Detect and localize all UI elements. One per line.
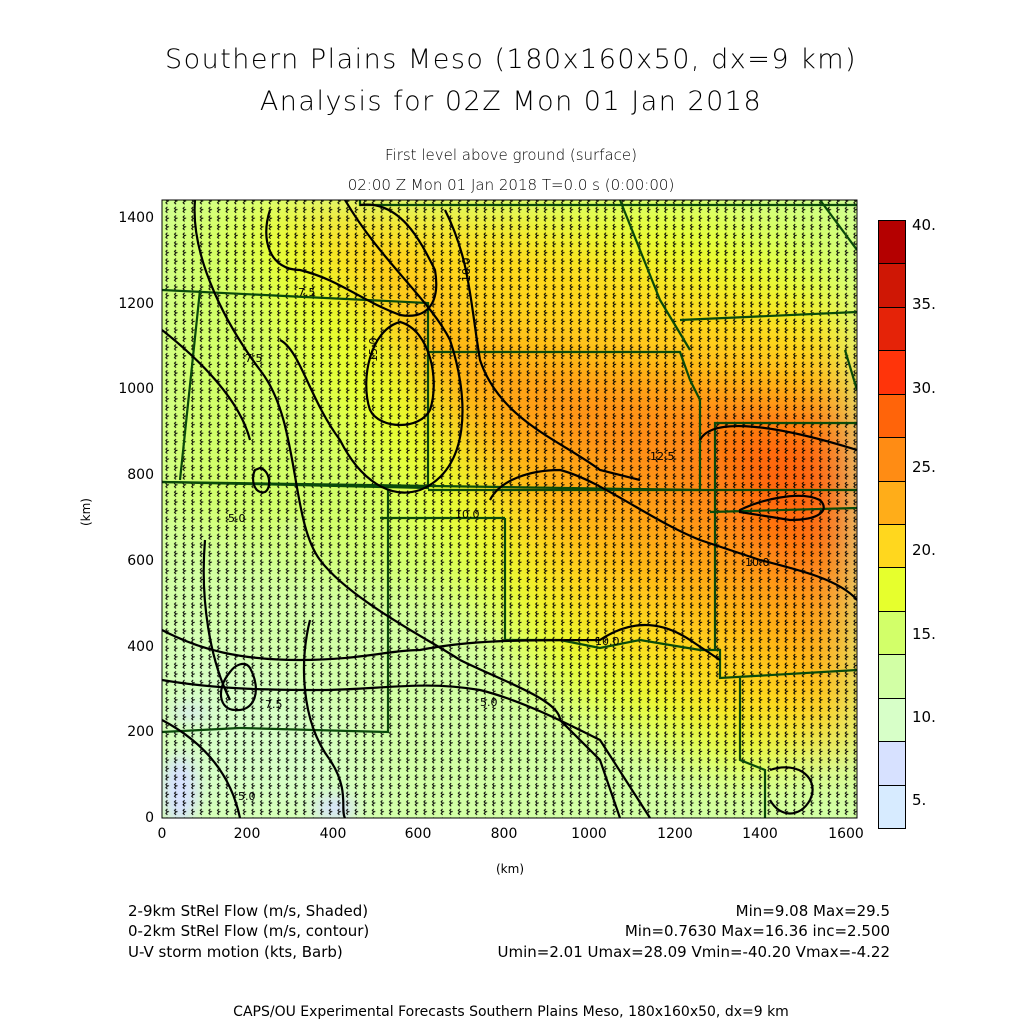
x-tick-label: 800 bbox=[490, 826, 518, 842]
contour-label: 5.0 bbox=[228, 512, 246, 525]
colorbar-swatch bbox=[878, 350, 906, 395]
colorbar-label: 40. bbox=[912, 216, 936, 234]
colorbar-label: 10. bbox=[912, 708, 936, 726]
legend-shaded: 2-9km StRel Flow (m/s, Shaded) bbox=[128, 902, 369, 920]
y-axis-label: (km) bbox=[79, 497, 94, 527]
colorbar-label: 35. bbox=[912, 295, 936, 313]
contour-label: 5.0 bbox=[480, 696, 498, 709]
colorbar-swatch bbox=[878, 654, 906, 699]
colorbar-label: 15. bbox=[912, 625, 936, 643]
footer: CAPS/OU Experimental Forecasts Southern … bbox=[233, 1004, 789, 1020]
colorbar-swatch bbox=[878, 567, 906, 612]
contour-labels: 7.5 7.5 15.0 10.0 12.5 10.0 10.0 10.0 5.… bbox=[228, 258, 770, 804]
legend-barb: U-V storm motion (kts, Barb) bbox=[128, 943, 343, 961]
contour-label: 10.0 bbox=[745, 556, 770, 569]
y-tick-label: 1000 bbox=[118, 381, 154, 397]
colorbar-label: 20. bbox=[912, 541, 936, 559]
shaded-field: 7.5 7.5 15.0 10.0 12.5 10.0 10.0 10.0 5.… bbox=[162, 200, 857, 818]
colorbar-swatch bbox=[878, 784, 906, 829]
colorbar-label: 25. bbox=[912, 458, 936, 476]
colorbar-label: 30. bbox=[912, 379, 936, 397]
contours bbox=[162, 200, 857, 818]
y-tick-label: 1400 bbox=[118, 210, 154, 226]
contour-label: 7.5 bbox=[298, 286, 316, 299]
legend-barb-stats: Umin=2.01 Umax=28.09 Vmin=-40.20 Vmax=-4… bbox=[497, 943, 891, 961]
level-subtitle: First level above ground (surface) bbox=[385, 146, 637, 164]
time-subtitle: 02:00 Z Mon 01 Jan 2018 T=0.0 s (0:00:00… bbox=[347, 176, 675, 194]
y-tick-label: 0 bbox=[145, 810, 154, 826]
contour-label: 10.0 bbox=[595, 635, 620, 648]
colorbar-swatch bbox=[878, 306, 906, 352]
legend-contour: 0-2km StRel Flow (m/s, contour) bbox=[128, 922, 370, 940]
plot-title: Southern Plains Meso (180x160x50, dx=9 k… bbox=[164, 44, 858, 75]
plot-frame bbox=[161, 199, 858, 819]
contour-label: 10.0 bbox=[460, 258, 473, 283]
x-tick-label: 200 bbox=[233, 826, 261, 842]
legend-shaded-stats: Min=9.08 Max=29.5 bbox=[735, 902, 890, 920]
analysis-title: Analysis for 02Z Mon 01 Jan 2018 bbox=[259, 86, 763, 117]
x-tick-label: 1400 bbox=[742, 826, 778, 842]
colorbar-swatch bbox=[878, 610, 906, 656]
colorbar-swatch bbox=[878, 220, 906, 265]
colorbar-label: 5. bbox=[912, 791, 927, 809]
colorbar-swatch bbox=[878, 437, 906, 482]
x-tick-label: 1200 bbox=[657, 826, 693, 842]
colorbar-swatch bbox=[878, 524, 906, 569]
colorbar-swatch bbox=[878, 263, 906, 308]
wind-barbs bbox=[162, 200, 857, 818]
contour-label: 15.0 bbox=[367, 338, 380, 363]
colorbar-swatch bbox=[878, 393, 906, 439]
x-tick-label: 400 bbox=[319, 826, 347, 842]
x-tick-label: 1000 bbox=[571, 826, 607, 842]
colorbar-swatch bbox=[878, 697, 906, 743]
contour-label: 7.5 bbox=[265, 698, 283, 711]
colorbar-swatch bbox=[878, 741, 906, 786]
y-tick-label: 200 bbox=[127, 724, 154, 740]
x-axis-label: (km) bbox=[496, 862, 525, 876]
y-tick-label: 600 bbox=[127, 553, 154, 569]
colorbar-swatch bbox=[878, 480, 906, 525]
contour-label: 10.0 bbox=[455, 508, 480, 521]
x-tick-label: 600 bbox=[404, 826, 432, 842]
y-tick-label: 400 bbox=[127, 639, 154, 655]
y-tick-label: 1200 bbox=[118, 296, 154, 312]
contour-label: 7.5 bbox=[245, 352, 263, 365]
x-tick-label: 1600 bbox=[828, 826, 864, 842]
y-tick-label: 800 bbox=[127, 467, 154, 483]
legend-contour-stats: Min=0.7630 Max=16.36 inc=2.500 bbox=[624, 922, 890, 940]
x-tick-label: 0 bbox=[157, 826, 167, 842]
contour-label: 5.0 bbox=[238, 790, 256, 803]
contour-label: 12.5 bbox=[650, 450, 675, 463]
